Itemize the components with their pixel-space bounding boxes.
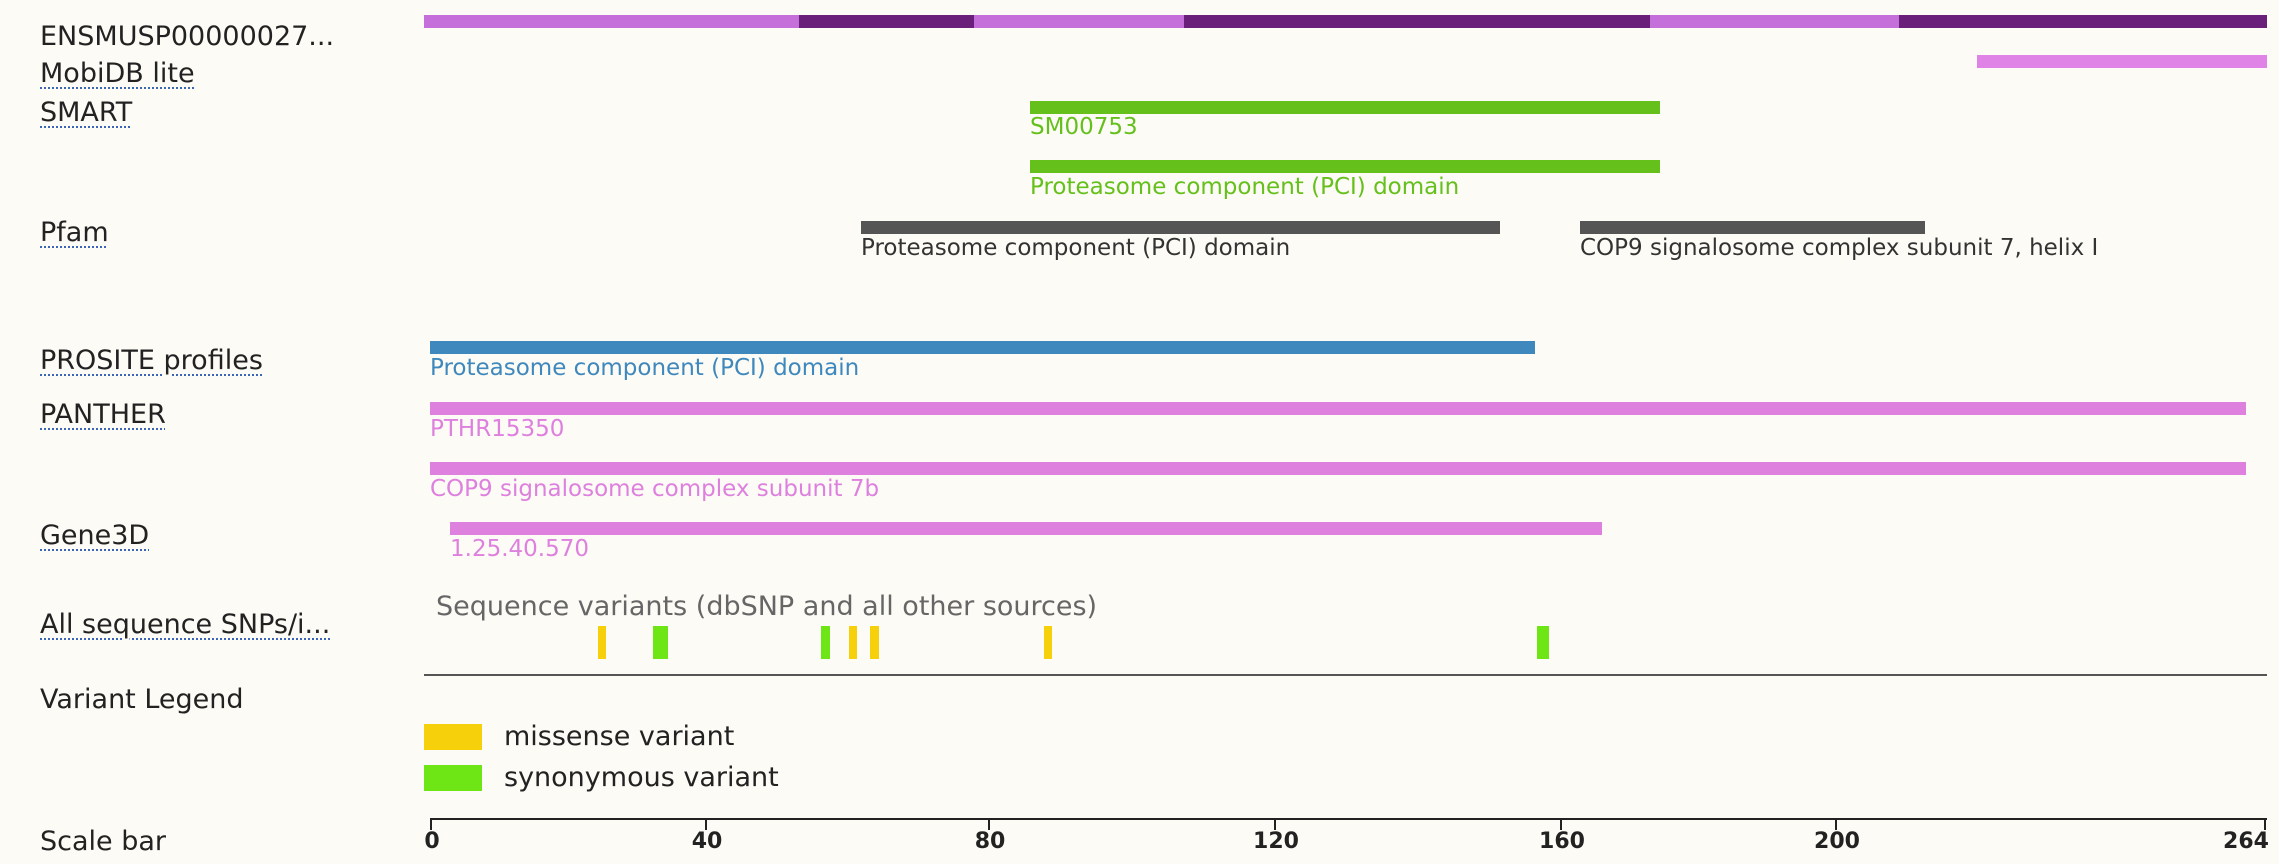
synonymous-variant-tick[interactable] [821, 626, 830, 659]
missense-variant-tick[interactable] [1044, 626, 1052, 659]
scale-tick-label: 0 [424, 829, 440, 854]
pfam-feature-bar[interactable] [861, 221, 1500, 234]
exon-segment[interactable] [799, 15, 974, 28]
synonymous-legend-text: synonymous variant [504, 762, 779, 793]
scale-tick-mark [1835, 818, 1837, 830]
missense-variant-tick[interactable] [870, 626, 879, 659]
synonymous-swatch [424, 765, 482, 791]
protein-track-label[interactable]: ENSMUSP00000027... [40, 21, 335, 52]
scale-tick-mark [2264, 818, 2266, 830]
pfam-feature-bar[interactable] [1580, 221, 1925, 234]
panther-feature-label: PTHR15350 [430, 416, 565, 442]
scale-axis-line [430, 818, 2267, 820]
smart-feature-bar[interactable] [1030, 160, 1660, 173]
panther-feature-label: COP9 signalosome complex subunit 7b [430, 476, 880, 502]
scale-tick-mark [430, 818, 432, 830]
pfam-feature-label: Proteasome component (PCI) domain [861, 235, 1291, 261]
variant-legend-label: Variant Legend [40, 684, 244, 715]
smart-feature-label: Proteasome component (PCI) domain [1030, 174, 1460, 200]
prosite-feature-label: Proteasome component (PCI) domain [430, 355, 860, 381]
missense-swatch [424, 724, 482, 750]
pfam-feature-label: COP9 signalosome complex subunit 7, heli… [1580, 235, 2099, 261]
panther-feature-bar[interactable] [430, 402, 2246, 415]
gene3d-feature-label: 1.25.40.570 [450, 536, 589, 562]
exon-segment[interactable] [1184, 15, 1650, 28]
prosite-track-label[interactable]: PROSITE profiles [40, 345, 263, 376]
scale-tick-mark [705, 818, 707, 830]
panther-feature-bar[interactable] [430, 462, 2246, 475]
exon-segment[interactable] [1899, 15, 2267, 28]
missense-legend-text: missense variant [504, 721, 735, 752]
variants-baseline [424, 674, 2267, 676]
scale-tick-mark [988, 818, 990, 830]
scale-tick-label: 200 [1814, 829, 1860, 854]
synonymous-variant-tick[interactable] [653, 626, 668, 659]
exon-segment[interactable] [424, 15, 799, 28]
smart-feature-bar[interactable] [1030, 101, 1660, 114]
missense-variant-tick[interactable] [598, 626, 606, 659]
missense-variant-tick[interactable] [849, 626, 857, 659]
scale-bar-label: Scale bar [40, 826, 167, 857]
smart-track-label[interactable]: SMART [40, 97, 133, 128]
panther-track-label[interactable]: PANTHER [40, 399, 166, 430]
variants-track-label[interactable]: All sequence SNPs/i... [40, 609, 331, 640]
scale-tick-mark [1274, 818, 1276, 830]
scale-tick-mark [1560, 818, 1562, 830]
scale-tick-label: 264 [2223, 829, 2269, 854]
gene3d-track-label[interactable]: Gene3D [40, 520, 150, 551]
scale-tick-label: 40 [691, 829, 723, 854]
exon-segment[interactable] [1650, 15, 1899, 28]
gene3d-feature-bar[interactable] [450, 522, 1602, 535]
exon-segment[interactable] [974, 15, 1184, 28]
mobidb-track-label[interactable]: MobiDB lite [40, 58, 195, 89]
mobidb-feature[interactable] [1977, 55, 2267, 68]
scale-tick-label: 120 [1253, 829, 1299, 854]
synonymous-variant-tick[interactable] [1537, 626, 1549, 659]
scale-tick-label: 160 [1539, 829, 1585, 854]
pfam-track-label[interactable]: Pfam [40, 217, 109, 248]
prosite-feature-bar[interactable] [430, 341, 1535, 354]
variants-title: Sequence variants (dbSNP and all other s… [436, 591, 1098, 622]
smart-feature-label: SM00753 [1030, 114, 1138, 140]
scale-tick-label: 80 [974, 829, 1006, 854]
